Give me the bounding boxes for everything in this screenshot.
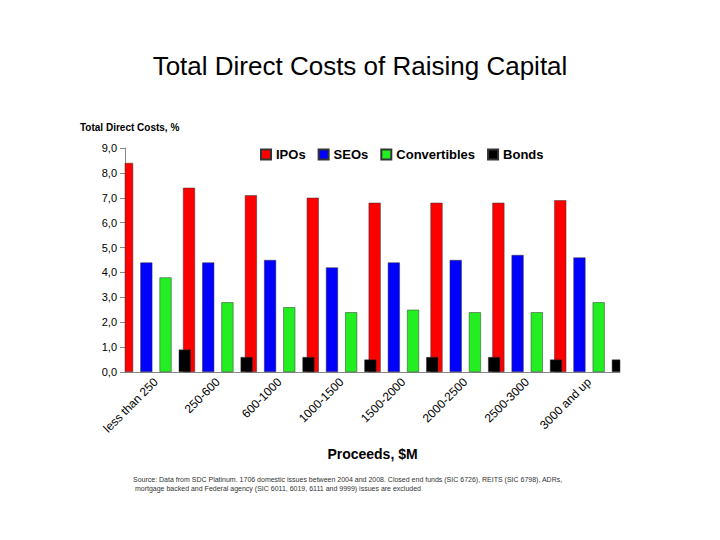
svg-text:1000-1500: 1000-1500 [296,375,347,426]
svg-text:3000 and up: 3000 and up [537,375,594,432]
svg-text:7,0: 7,0 [102,192,117,204]
svg-text:1500-2000: 1500-2000 [358,375,409,426]
svg-text:Bonds: Bonds [503,147,543,162]
svg-text:2000-2500: 2000-2500 [420,375,471,426]
svg-text:Total Direct Costs, %: Total Direct Costs, % [80,122,179,133]
svg-text:mortgage backed and Federal ag: mortgage backed and Federal agency (SIC … [133,485,421,493]
svg-text:9,0: 9,0 [102,142,117,154]
svg-text:Convertibles: Convertibles [396,147,475,162]
svg-text:4,0: 4,0 [102,266,117,278]
svg-text:Total Direct Costs of Raising: Total Direct Costs of Raising Capital [153,51,568,81]
svg-text:IPOs: IPOs [276,147,306,162]
svg-text:Proceeds, $M: Proceeds, $M [327,446,417,462]
svg-text:250-600: 250-600 [182,375,223,416]
svg-text:Source: Data from SDC Platinum: Source: Data from SDC Platinum. 1706 dom… [133,476,562,484]
svg-text:600-1000: 600-1000 [239,375,285,421]
svg-text:6,0: 6,0 [102,217,117,229]
svg-text:3,0: 3,0 [102,291,117,303]
svg-text:2,0: 2,0 [102,316,117,328]
svg-text:less than 250: less than 250 [101,375,162,436]
svg-text:SEOs: SEOs [334,147,369,162]
svg-text:2500-3000: 2500-3000 [482,375,533,426]
svg-text:1,0: 1,0 [102,341,117,353]
svg-text:8,0: 8,0 [102,167,117,179]
svg-text:5,0: 5,0 [102,242,117,254]
svg-text:0,0: 0,0 [102,366,117,378]
